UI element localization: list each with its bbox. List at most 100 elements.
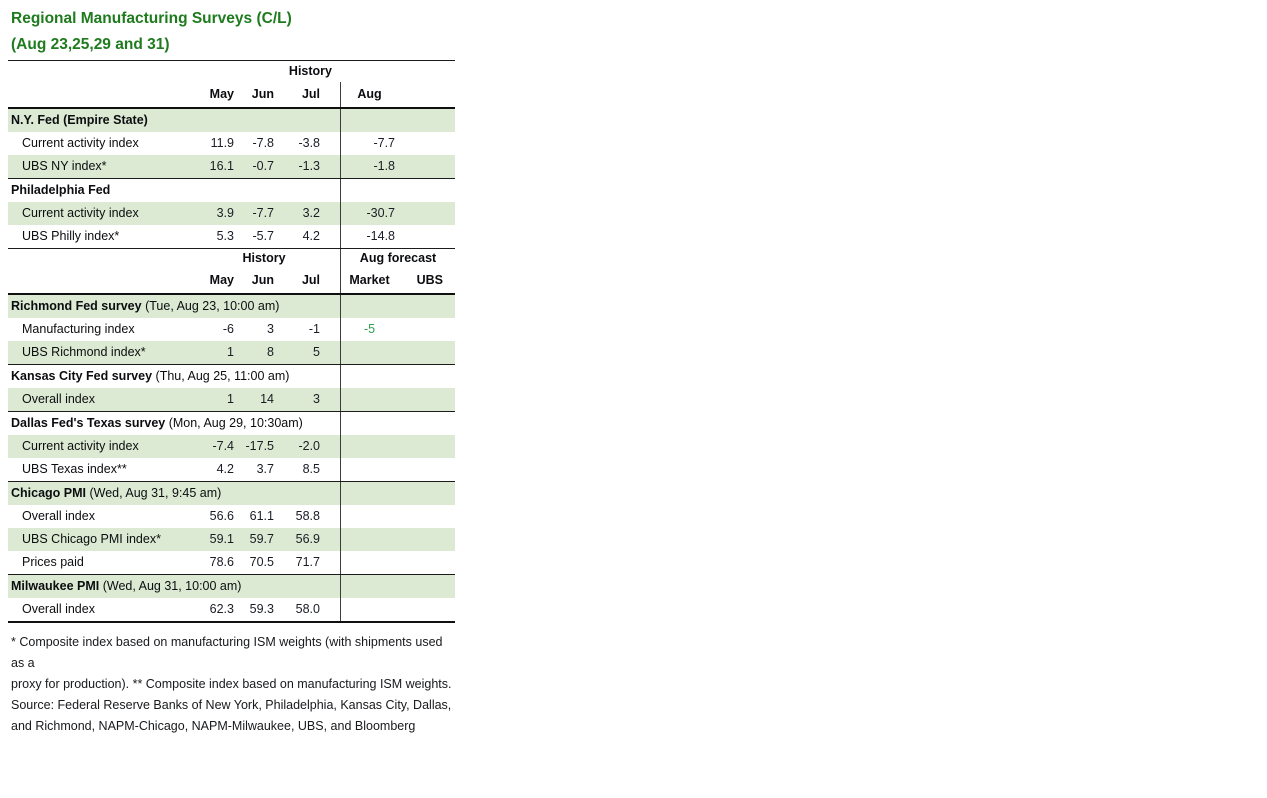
- cell-market-forecast: [340, 341, 398, 364]
- cell-may: 11.9: [210, 136, 234, 150]
- row-label: Current activity index: [22, 136, 139, 150]
- cell-jun: -5.7: [252, 229, 274, 243]
- page-title-line1: Regional Manufacturing Surveys (C/L): [11, 10, 292, 27]
- cell-jul: -1.3: [298, 159, 320, 173]
- row-label: UBS NY index*: [22, 159, 107, 173]
- table-row: UBS NY index* 16.1 -0.7 -1.3 -1.8: [8, 155, 455, 178]
- col-header-may: May: [209, 273, 234, 287]
- aug-forecast-header: Aug forecast: [340, 249, 455, 268]
- cell-jul: 56.9: [295, 532, 320, 546]
- section-header: Dallas Fed's Texas survey (Mon, Aug 29, …: [11, 416, 303, 430]
- table-row: Current activity index 3.9 -7.7 3.2 -30.…: [8, 202, 455, 225]
- cell-jul: -1: [308, 322, 320, 336]
- section-header: Kansas City Fed survey (Thu, Aug 25, 11:…: [11, 369, 290, 383]
- cell-aug: -7.7: [340, 132, 398, 155]
- col-header-may: May: [209, 87, 234, 101]
- section-header: Milwaukee PMI (Wed, Aug 31, 10:00 am): [11, 579, 242, 593]
- cell-may: 16.1: [209, 159, 234, 173]
- cell-jul: 3: [313, 392, 320, 406]
- footnote-line: * Composite index based on manufacturing…: [11, 635, 443, 670]
- row-label: Prices paid: [22, 555, 84, 569]
- section-header-note: (Tue, Aug 23, 10:00 am): [145, 299, 280, 313]
- section-header: Chicago PMI (Wed, Aug 31, 9:45 am): [11, 486, 222, 500]
- cell-jun: -7.7: [252, 206, 274, 220]
- cell-jun: 59.7: [249, 532, 274, 546]
- col-header-ubs: UBS: [416, 273, 443, 287]
- section-header-row: Kansas City Fed survey (Thu, Aug 25, 11:…: [8, 365, 455, 388]
- section-header-row: Richmond Fed survey (Tue, Aug 23, 10:00 …: [8, 295, 455, 318]
- row-label: UBS Richmond index*: [22, 345, 146, 359]
- row-label: Manufacturing index: [22, 322, 135, 336]
- section-header-row: Philadelphia Fed: [8, 179, 455, 202]
- table-row: UBS Philly index* 5.3 -5.7 4.2 -14.8: [8, 225, 455, 248]
- table-row: Manufacturing index -6 3 -1 -5: [8, 318, 455, 341]
- cell-may: 1: [227, 392, 234, 406]
- section-header: Richmond Fed survey (Tue, Aug 23, 10:00 …: [11, 299, 280, 313]
- section-header-row: Dallas Fed's Texas survey (Mon, Aug 29, …: [8, 412, 455, 435]
- section-header-row: N.Y. Fed (Empire State): [8, 109, 455, 132]
- row-label: UBS Chicago PMI index*: [22, 532, 161, 546]
- col-header-jul: Jul: [301, 87, 320, 101]
- row-label: Current activity index: [22, 439, 139, 453]
- cell-ubs-forecast: [398, 341, 455, 364]
- footnote-line: Source: Federal Reserve Banks of New Yor…: [11, 698, 452, 712]
- section-header-note: (Thu, Aug 25, 11:00 am): [155, 369, 290, 383]
- col-header-jul: Jul: [301, 273, 320, 287]
- section-header: Philadelphia Fed: [11, 183, 111, 197]
- history-header: History: [242, 251, 286, 265]
- cell-jun: 14: [260, 392, 274, 406]
- col-header-jun: Jun: [251, 87, 274, 101]
- col-header-market: Market: [340, 268, 398, 293]
- section-ny-fed: N.Y. Fed (Empire State) Current activity…: [8, 109, 455, 179]
- section-richmond-fed: Richmond Fed survey (Tue, Aug 23, 10:00 …: [8, 295, 455, 365]
- page-title-line2: (Aug 23,25,29 and 31): [11, 36, 170, 53]
- table-row: Prices paid 78.6 70.5 71.7: [8, 551, 455, 574]
- cell-ubs-forecast: [398, 318, 455, 341]
- table-row: Current activity index 11.9 -7.8 -3.8 -7…: [8, 132, 455, 155]
- col-header-aug: Aug: [340, 82, 398, 107]
- cell-aug: -30.7: [340, 202, 398, 225]
- section-header-row: Chicago PMI (Wed, Aug 31, 9:45 am): [8, 482, 455, 505]
- table-header-block-2: History Aug forecast May Jun Jul Market …: [8, 249, 455, 295]
- table-row: Overall index 1 14 3: [8, 388, 455, 411]
- row-label: Current activity index: [22, 206, 139, 220]
- page-title: Regional Manufacturing Surveys (C/L) (Au…: [8, 6, 455, 58]
- cell-jun: 61.1: [249, 509, 274, 523]
- cell-may: -6: [222, 322, 234, 336]
- cell-jun: 59.3: [249, 602, 274, 616]
- table-header-block-1: History May Jun Jul Aug: [8, 61, 455, 109]
- cell-jul: -3.8: [298, 136, 320, 150]
- cell-jul: 4.2: [302, 229, 320, 243]
- history-forecast-header-row: History Aug forecast: [8, 249, 455, 268]
- footnote: * Composite index based on manufacturing…: [8, 632, 455, 737]
- table-row: Overall index 56.6 61.1 58.8: [8, 505, 455, 528]
- cell-jun: 70.5: [249, 555, 274, 569]
- cell-jul: 71.7: [295, 555, 320, 569]
- cell-aug: -1.8: [340, 155, 398, 178]
- section-dallas-fed: Dallas Fed's Texas survey (Mon, Aug 29, …: [8, 412, 455, 482]
- cell-may: 3.9: [216, 206, 234, 220]
- section-header-note: (Wed, Aug 31, 10:00 am): [102, 579, 242, 593]
- month-header-row: May Jun Jul Market UBS: [8, 268, 455, 293]
- cell-jul: 5: [313, 345, 320, 359]
- section-philadelphia-fed: Philadelphia Fed Current activity index …: [8, 179, 455, 249]
- cell-may: -7.4: [212, 439, 234, 453]
- cell-jun: -7.8: [252, 136, 274, 150]
- cell-jul: 8.5: [302, 462, 320, 476]
- section-header: N.Y. Fed (Empire State): [11, 113, 148, 127]
- cell-jun: 3: [267, 322, 274, 336]
- table-row: Current activity index -7.4 -17.5 -2.0: [8, 435, 455, 458]
- cell-may: 59.1: [209, 532, 234, 546]
- cell-may: 62.3: [209, 602, 234, 616]
- history-header: History: [288, 64, 332, 78]
- cell-jul: 58.0: [295, 602, 320, 616]
- regional-manufacturing-surveys-report: Regional Manufacturing Surveys (C/L) (Au…: [8, 6, 455, 737]
- cell-jun: -17.5: [245, 439, 275, 453]
- section-milwaukee-pmi: Milwaukee PMI (Wed, Aug 31, 10:00 am) Ov…: [8, 575, 455, 623]
- footnote-line: proxy for production). ** Composite inde…: [11, 677, 452, 691]
- table-row: Overall index 62.3 59.3 58.0: [8, 598, 455, 621]
- cell-may: 4.2: [216, 462, 234, 476]
- cell-may: 78.6: [209, 555, 234, 569]
- table-row: UBS Chicago PMI index* 59.1 59.7 56.9: [8, 528, 455, 551]
- history-header-row: History: [8, 61, 455, 82]
